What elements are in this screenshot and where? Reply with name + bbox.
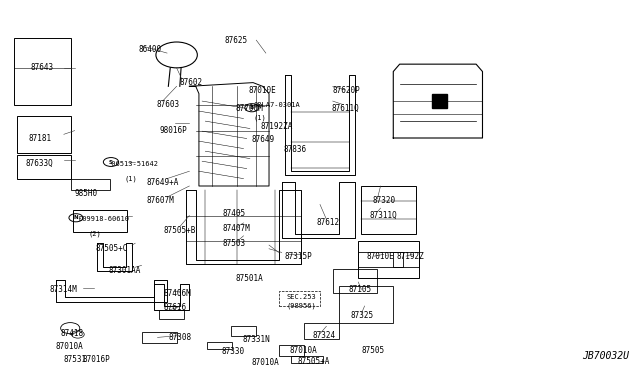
Text: 87320: 87320 — [372, 196, 396, 205]
Text: 87649+A: 87649+A — [147, 178, 179, 187]
Bar — [333, 269, 378, 293]
Text: 08LA7-0301A: 08LA7-0301A — [253, 102, 300, 108]
Bar — [17, 116, 72, 153]
Bar — [72, 179, 109, 190]
Text: 87836: 87836 — [284, 145, 307, 154]
Bar — [431, 94, 447, 109]
Bar — [14, 38, 72, 105]
Text: 87308: 87308 — [168, 333, 191, 342]
Text: JB70032U: JB70032U — [582, 352, 629, 361]
Text: SEC.253: SEC.253 — [287, 294, 317, 300]
Text: 87010E: 87010E — [367, 251, 394, 261]
Text: 87301AA: 87301AA — [108, 266, 141, 275]
Bar — [17, 155, 72, 179]
Text: 985H0: 985H0 — [75, 189, 98, 198]
Text: 87505+A: 87505+A — [298, 357, 330, 366]
Text: 87602: 87602 — [180, 78, 203, 87]
Text: 87192ZA: 87192ZA — [260, 122, 293, 131]
Text: B: B — [250, 105, 254, 110]
Text: 98016P: 98016P — [159, 126, 187, 135]
Text: 87330: 87330 — [221, 347, 244, 356]
Text: 86400: 86400 — [138, 45, 161, 54]
Bar — [304, 323, 339, 339]
Text: 87505+B: 87505+B — [164, 226, 196, 235]
Text: 87501A: 87501A — [236, 274, 264, 283]
Text: 06513-51642: 06513-51642 — [106, 161, 157, 167]
Text: 87418: 87418 — [60, 329, 83, 338]
Text: 87607M: 87607M — [147, 196, 175, 205]
Text: 87612: 87612 — [317, 218, 340, 227]
Text: (1): (1) — [253, 115, 266, 121]
Bar — [141, 332, 177, 343]
Text: 87331N: 87331N — [243, 335, 270, 344]
Text: 87625: 87625 — [225, 36, 248, 45]
Bar — [394, 253, 419, 267]
Text: 87616: 87616 — [164, 303, 187, 312]
Text: 87503: 87503 — [223, 239, 246, 248]
Text: 87010A: 87010A — [289, 346, 317, 355]
Text: 87325: 87325 — [351, 311, 374, 320]
Text: 87010E: 87010E — [248, 86, 276, 94]
Text: (2): (2) — [89, 231, 101, 237]
Text: 87105: 87105 — [349, 285, 372, 294]
Text: 87192Z: 87192Z — [396, 251, 424, 261]
Text: (98956): (98956) — [287, 303, 317, 309]
Bar — [73, 210, 127, 232]
Text: 87315P: 87315P — [285, 251, 313, 261]
Text: 87406M: 87406M — [164, 289, 191, 298]
Text: 87010A: 87010A — [56, 342, 83, 351]
Text: 87531: 87531 — [64, 355, 87, 364]
Text: Ð09918-60610: Ð09918-60610 — [79, 216, 130, 222]
Text: S: S — [109, 160, 113, 164]
Bar — [278, 291, 320, 306]
Text: 87643: 87643 — [30, 63, 53, 72]
Text: 87010A: 87010A — [252, 358, 280, 367]
Bar — [291, 356, 323, 363]
Text: 87016P: 87016P — [83, 355, 111, 364]
Text: 87407M: 87407M — [223, 224, 250, 233]
Text: 87633Q: 87633Q — [26, 159, 53, 169]
Bar — [159, 310, 184, 319]
Bar — [358, 253, 403, 267]
Text: 87611Q: 87611Q — [332, 104, 359, 113]
Text: 87324: 87324 — [312, 331, 335, 340]
Bar — [278, 345, 304, 356]
Text: 87505+C: 87505+C — [96, 244, 128, 253]
Text: 87311Q: 87311Q — [369, 211, 397, 220]
Text: N: N — [74, 215, 78, 220]
Text: 87700M: 87700M — [236, 104, 264, 113]
Text: 87181: 87181 — [28, 134, 51, 142]
Bar — [362, 186, 415, 234]
Bar — [339, 286, 394, 323]
Text: 87405: 87405 — [223, 209, 246, 218]
Bar — [358, 241, 419, 278]
Bar — [231, 326, 256, 336]
Text: 87505: 87505 — [362, 346, 385, 355]
Text: 87649: 87649 — [251, 135, 275, 144]
Text: (1): (1) — [124, 175, 137, 182]
Text: 87314M: 87314M — [49, 285, 77, 294]
Text: 87603: 87603 — [156, 100, 179, 109]
Bar — [207, 342, 232, 349]
Text: 87620P: 87620P — [333, 86, 360, 94]
